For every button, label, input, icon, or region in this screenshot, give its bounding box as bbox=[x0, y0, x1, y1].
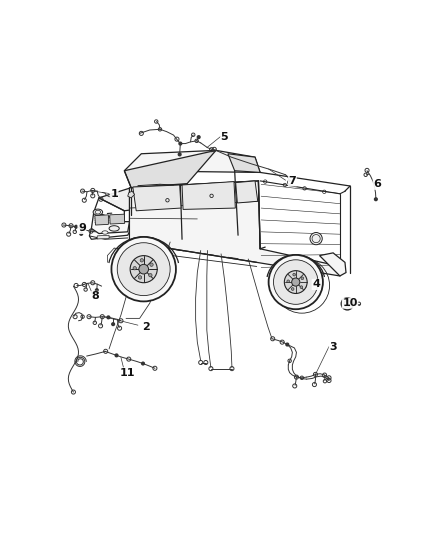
Text: 8: 8 bbox=[92, 292, 99, 301]
Polygon shape bbox=[236, 181, 258, 203]
Circle shape bbox=[133, 266, 136, 270]
Circle shape bbox=[292, 278, 300, 286]
Circle shape bbox=[268, 255, 323, 309]
Circle shape bbox=[273, 260, 318, 304]
Circle shape bbox=[178, 153, 181, 156]
Text: 9: 9 bbox=[78, 223, 86, 233]
Polygon shape bbox=[182, 182, 235, 209]
Text: 1: 1 bbox=[110, 190, 118, 199]
Text: 5: 5 bbox=[221, 132, 228, 142]
Circle shape bbox=[150, 263, 153, 266]
Polygon shape bbox=[130, 181, 345, 276]
Circle shape bbox=[130, 256, 157, 282]
Text: 4: 4 bbox=[312, 279, 320, 289]
Circle shape bbox=[75, 225, 78, 228]
Polygon shape bbox=[133, 185, 181, 211]
Circle shape bbox=[344, 301, 351, 307]
Polygon shape bbox=[320, 253, 346, 276]
Circle shape bbox=[138, 276, 142, 279]
Circle shape bbox=[300, 286, 303, 288]
Circle shape bbox=[148, 273, 152, 277]
Circle shape bbox=[140, 259, 144, 262]
Text: 10: 10 bbox=[343, 298, 358, 308]
Polygon shape bbox=[99, 184, 197, 211]
Polygon shape bbox=[92, 212, 130, 233]
Circle shape bbox=[303, 285, 306, 287]
Circle shape bbox=[115, 354, 118, 357]
Circle shape bbox=[107, 316, 110, 319]
Polygon shape bbox=[110, 214, 125, 224]
Polygon shape bbox=[97, 235, 109, 239]
Circle shape bbox=[141, 362, 145, 365]
Circle shape bbox=[284, 271, 307, 294]
Circle shape bbox=[301, 277, 304, 280]
Circle shape bbox=[112, 323, 114, 326]
Text: 6: 6 bbox=[373, 179, 381, 189]
Circle shape bbox=[139, 264, 148, 274]
Circle shape bbox=[291, 288, 294, 290]
Circle shape bbox=[293, 273, 296, 276]
Text: 11: 11 bbox=[120, 368, 135, 378]
Circle shape bbox=[286, 343, 289, 346]
Circle shape bbox=[80, 232, 83, 235]
Ellipse shape bbox=[93, 209, 102, 215]
Text: 3: 3 bbox=[329, 342, 337, 352]
Polygon shape bbox=[95, 215, 108, 225]
Polygon shape bbox=[228, 154, 260, 172]
Text: 7: 7 bbox=[289, 176, 296, 186]
Polygon shape bbox=[124, 150, 260, 172]
Text: 2: 2 bbox=[142, 322, 150, 332]
Circle shape bbox=[179, 142, 182, 145]
Circle shape bbox=[197, 136, 200, 139]
Polygon shape bbox=[128, 191, 134, 198]
Circle shape bbox=[95, 289, 98, 292]
Polygon shape bbox=[124, 150, 216, 188]
Circle shape bbox=[374, 198, 377, 200]
Circle shape bbox=[287, 280, 290, 282]
Circle shape bbox=[111, 237, 176, 302]
Circle shape bbox=[341, 297, 353, 310]
Ellipse shape bbox=[102, 231, 108, 234]
Circle shape bbox=[310, 232, 322, 245]
Circle shape bbox=[117, 243, 170, 296]
Ellipse shape bbox=[109, 225, 119, 231]
